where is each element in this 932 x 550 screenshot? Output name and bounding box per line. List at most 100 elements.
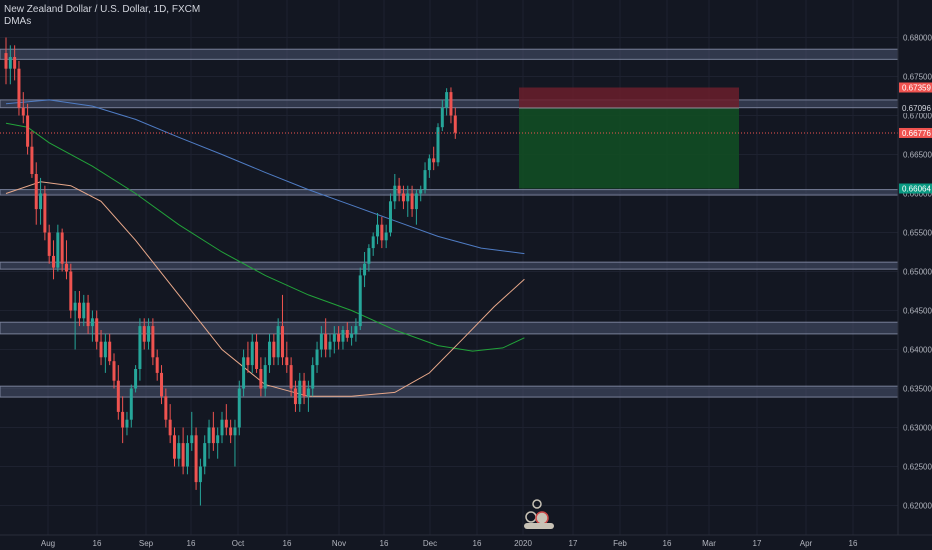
time-tick-label: 17 (569, 539, 578, 548)
candle-body (198, 466, 202, 483)
candle-body (56, 232, 60, 268)
candle-body (414, 193, 418, 210)
symbol-title: New Zealand Dollar / U.S. Dollar, 1D, FX… (4, 4, 201, 15)
price-tick-label: 0.67500 (903, 73, 932, 82)
candle-body (47, 232, 51, 256)
candle-body (134, 369, 138, 389)
candle-body (328, 341, 332, 350)
price-tick-label: 0.66500 (903, 151, 932, 160)
time-tick-label: 16 (93, 539, 102, 548)
candle-body (34, 174, 38, 210)
candle-body (250, 341, 254, 366)
price-tick-label: 0.64500 (903, 307, 932, 316)
candle-body (440, 107, 444, 128)
candle-body (263, 365, 267, 389)
candle-body (246, 357, 250, 366)
candle-body (453, 115, 457, 133)
candle-body (302, 380, 306, 397)
candle-body (138, 326, 142, 369)
time-tick-label: Aug (41, 539, 55, 548)
candle-body (293, 388, 297, 405)
candle-body (449, 92, 453, 116)
candle-body (272, 341, 276, 358)
time-tick-label: Mar (702, 539, 716, 548)
candle-body (52, 255, 56, 268)
candle-body (280, 326, 284, 358)
candle-body (181, 443, 185, 467)
candle-body (350, 333, 354, 338)
indicator-label[interactable]: DMAs (4, 16, 32, 27)
candle-body (203, 443, 207, 467)
price-tick-label: 0.67000 (903, 112, 932, 121)
candle-body (306, 388, 310, 397)
stop-price-text: 0.67359 (902, 83, 931, 92)
time-axis[interactable] (0, 535, 932, 550)
candle-body (8, 57, 12, 69)
candle-body (371, 236, 375, 249)
candle-body (276, 326, 280, 358)
candle-body (86, 302, 90, 327)
candle-body (363, 263, 367, 276)
candle-body (427, 158, 431, 171)
candle-body (419, 189, 423, 194)
candle-body (43, 193, 47, 233)
candle-body (155, 357, 159, 373)
candle-body (324, 333, 328, 350)
candle-body (388, 201, 392, 233)
candle-body (168, 419, 172, 436)
time-tick-label: 17 (753, 539, 762, 548)
time-axis-labels: Aug 16 Sep 16 Oct 16 Nov 16 Dec 16 2020 17 Feb 16 Mar 1… (41, 539, 858, 548)
candle-body (315, 349, 319, 366)
candle-body (21, 107, 25, 116)
candle-body (64, 263, 68, 272)
candle-body (259, 369, 263, 389)
candle-body (164, 396, 168, 420)
candle-body (194, 435, 198, 483)
price-tick-label: 0.66000 (903, 190, 932, 199)
candle-body (423, 170, 427, 190)
candle-body (211, 427, 215, 444)
candlesticks (4, 37, 457, 506)
candle-body (319, 333, 323, 350)
candle-body (229, 427, 233, 436)
candle-body (237, 388, 241, 428)
ma100-line (5, 122, 525, 352)
last-price-text: 0.66776 (902, 129, 931, 138)
time-tick-label: Sep (139, 539, 154, 548)
time-tick-label: Nov (332, 539, 346, 548)
time-tick-label: Oct (232, 539, 245, 548)
target-price-badge (899, 183, 932, 194)
chart-legend: New Zealand Dollar / U.S. Dollar, 1D, FX… (4, 4, 200, 28)
candle-body (69, 271, 73, 311)
candle-body (393, 185, 397, 202)
candle-body (77, 302, 81, 319)
candle-body (125, 419, 129, 428)
candle-body (345, 330, 349, 338)
candle-body (445, 92, 449, 108)
candle-body (147, 326, 151, 342)
candle-body (129, 388, 133, 420)
candle-body (268, 341, 272, 366)
price-tick-label: 0.63500 (903, 385, 932, 394)
candle-body (406, 193, 410, 202)
price-tick-label: 0.65000 (903, 268, 932, 277)
entry-price-badge (899, 103, 932, 114)
take-profit-zone (519, 108, 739, 189)
candle-body (39, 193, 43, 210)
candle-body (90, 318, 94, 327)
candle-body (337, 333, 341, 342)
candle-body (108, 341, 112, 362)
candle-body (311, 365, 315, 389)
candle-body (341, 330, 345, 342)
candle-body (17, 68, 21, 108)
ma200-line (5, 99, 525, 255)
candle-body (60, 232, 64, 264)
short-position-tool[interactable] (519, 87, 739, 189)
candle-body (298, 380, 302, 405)
candle-body (112, 361, 116, 381)
candle-body (216, 435, 220, 444)
price-zone (0, 261, 899, 270)
price-zone (0, 321, 899, 335)
candle-body (332, 333, 336, 342)
